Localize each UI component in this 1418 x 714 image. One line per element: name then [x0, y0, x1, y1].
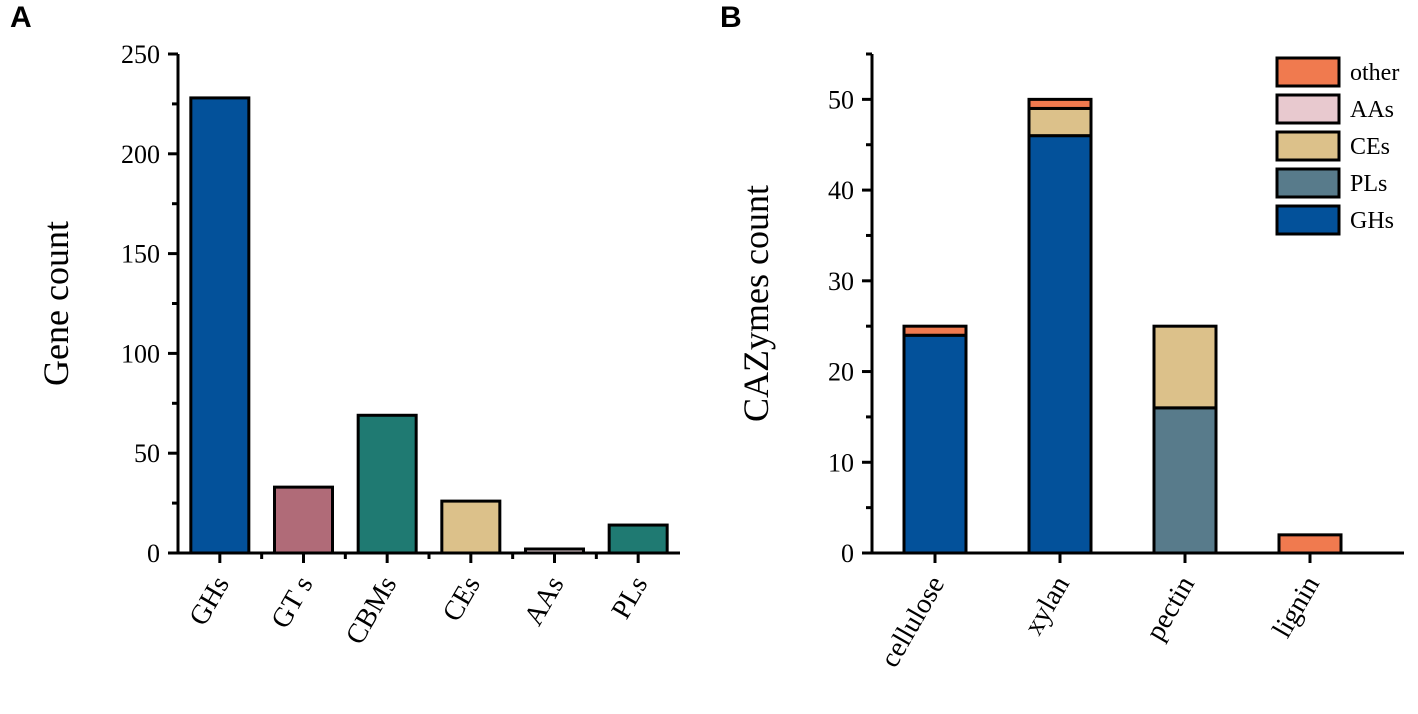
bar-ces [440, 499, 502, 555]
y-axis-title: Gene count [36, 221, 76, 386]
bar-cellulose-other [902, 324, 968, 337]
x-tick-label: lignin [1267, 571, 1327, 643]
legend-label: CEs [1350, 134, 1390, 160]
y-tick-label: 0 [841, 539, 854, 568]
legend: other AAs CEs PLs GHs [1275, 56, 1399, 236]
x-tick-label: CEs [437, 571, 487, 627]
y-tick-label: 150 [121, 240, 160, 269]
x-tick-label: pectin [1140, 571, 1201, 646]
bar-cbms [356, 413, 418, 555]
bar-pls [607, 523, 669, 555]
legend-label: GHs [1350, 208, 1394, 234]
legend-swatch-other [1275, 56, 1341, 88]
x-tick-label: cellulose [874, 571, 951, 673]
bar-xylan-other [1027, 97, 1093, 110]
bar-ghs [189, 96, 251, 555]
y-tick-label: 100 [121, 339, 160, 368]
bar-pectin-pls [1152, 406, 1218, 555]
chart-b-cazymes-count: 0 10 20 30 40 50 cellulose xylan pectin lignin CAZ… [736, 52, 1404, 673]
x-tick-label: xylan [1018, 571, 1076, 640]
legend-label: AAs [1350, 97, 1394, 123]
y-axis-title: CAZymes count [736, 185, 776, 422]
bar-pectin-ces [1152, 324, 1218, 410]
chart-a-gene-count: 0 50 100 150 200 250 GHs GT s CBMs CEs AAs PLs Gene … [36, 40, 680, 650]
bar-cellulose-ghs [902, 333, 968, 555]
x-tick-label: AAs [518, 571, 571, 631]
legend-label: other [1350, 60, 1399, 86]
legend-swatch-pls [1275, 167, 1341, 199]
bar-aas [524, 547, 585, 555]
y-tick-label: 200 [121, 140, 160, 169]
legend-label: PLs [1350, 171, 1387, 197]
y-tick-label: 50 [134, 439, 160, 468]
legend-swatch-aas [1275, 93, 1341, 125]
y-tick-label: 0 [147, 539, 160, 568]
x-tick-label: GT s [265, 571, 319, 634]
bar-lignin-other [1277, 533, 1343, 555]
y-tick-label: 50 [828, 85, 854, 114]
panel-label-a: A [10, 1, 32, 34]
bar-xylan-ghs [1027, 134, 1093, 555]
x-tick-label: PLs [606, 571, 655, 624]
y-tick-label: 20 [828, 358, 854, 387]
legend-swatch-ghs [1275, 204, 1341, 236]
y-tick-label: 10 [828, 448, 854, 477]
x-tick-label: GHs [183, 571, 236, 631]
panel-label-b: B [720, 1, 742, 34]
y-tick-label: 40 [828, 176, 854, 205]
bar-gts [273, 485, 334, 555]
legend-swatch-ces [1275, 130, 1341, 162]
y-tick-label: 250 [121, 40, 160, 69]
x-tick-label: CBMs [340, 571, 403, 650]
bar-xylan-ces [1027, 106, 1093, 138]
y-tick-label: 30 [828, 267, 854, 296]
